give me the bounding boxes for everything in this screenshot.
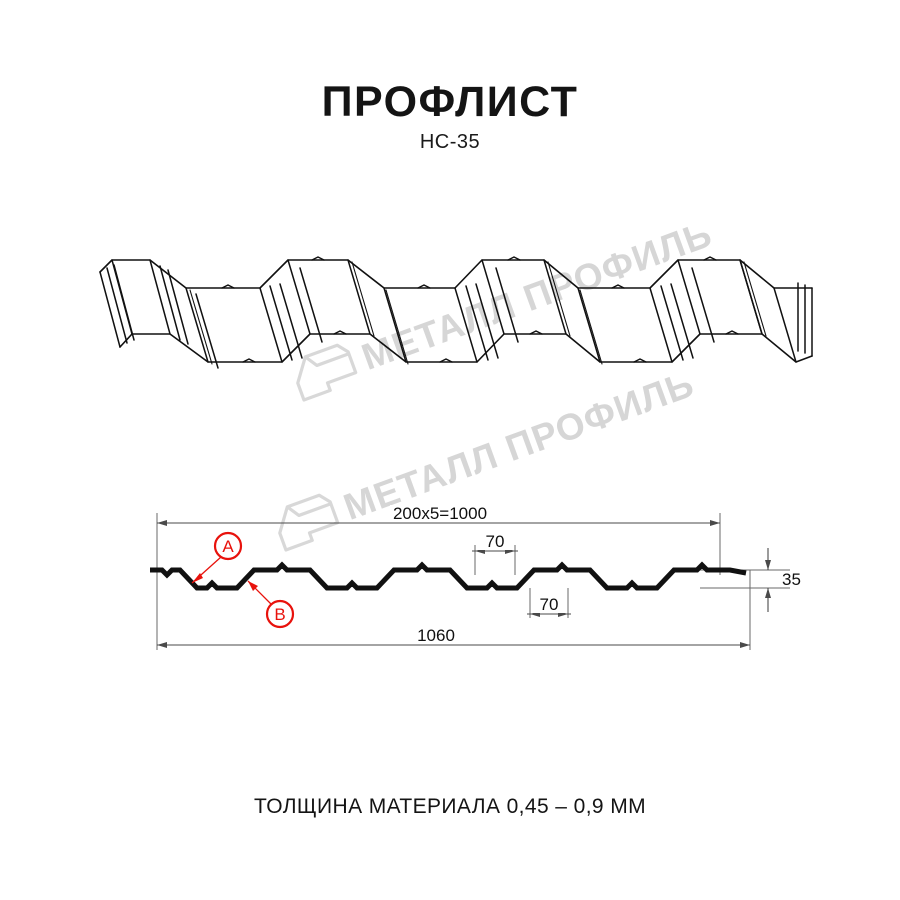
metall-profil-logo-icon [296, 343, 358, 402]
balloon-a-label: A [222, 537, 234, 556]
profile-3d-view [99, 256, 813, 369]
dimension-bottom-flange-label: 70 [540, 595, 559, 614]
metall-profil-logo-icon-bottom [278, 493, 340, 552]
balloon-b-label: B [274, 605, 285, 624]
dimension-profile-height-label: 35 [782, 570, 801, 589]
dimension-top-flange-label: 70 [486, 532, 505, 551]
dimension-total-width: 1060 [157, 626, 750, 648]
dimension-profile-height: 35 [765, 548, 801, 612]
material-thickness-note: ТОЛЩИНА МАТЕРИАЛА 0,45 – 0,9 ММ [253, 795, 647, 818]
dimension-top-flange: 70 [472, 532, 518, 554]
balloon-a[interactable]: A [191, 531, 243, 584]
extension-lines [156, 513, 790, 650]
balloon-b[interactable]: B [247, 580, 295, 629]
profile-outline [150, 561, 747, 591]
page-subtitle: НС-35 [419, 131, 481, 153]
dimension-bottom-flange: 70 [527, 595, 571, 617]
page-title: ПРОФЛИСТ [321, 78, 579, 126]
dimension-total-width-label: 1060 [417, 626, 455, 645]
profile-cross-section-view: 200x5=1000 70 70 35 [150, 504, 801, 650]
dimension-overall-pitch: 200x5=1000 [157, 504, 720, 526]
watermark-top: МЕТАЛЛ ПРОФИЛЬ [296, 213, 718, 402]
dimension-overall-pitch-label: 200x5=1000 [393, 504, 487, 523]
